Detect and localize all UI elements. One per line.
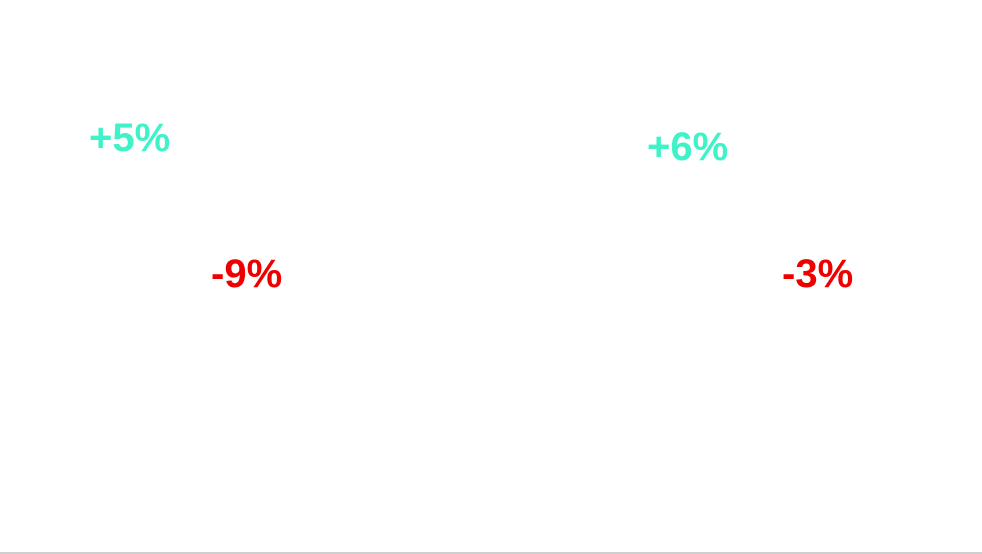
change-percentage-negative: -9% <box>211 252 283 296</box>
bottom-divider <box>0 552 982 554</box>
change-percentage-positive: +6% <box>647 125 729 169</box>
change-percentage-positive: +5% <box>89 116 171 160</box>
change-percentage-negative: -3% <box>782 252 854 296</box>
